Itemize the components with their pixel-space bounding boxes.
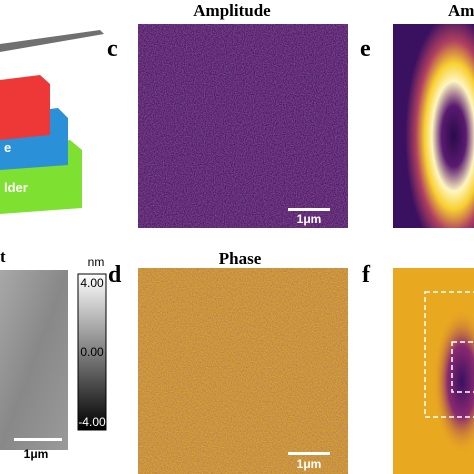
- amplitude-texture: [138, 24, 348, 228]
- scale-bar: [288, 208, 330, 211]
- schematic-label: e: [4, 140, 11, 155]
- cantilever: [0, 30, 104, 52]
- dashed-box: [424, 291, 474, 418]
- schematic: e lder: [0, 30, 104, 214]
- colorbar-unit: nm: [88, 255, 105, 269]
- phase-texture: [138, 268, 348, 474]
- panel-title: Am: [448, 1, 474, 20]
- scale-bar: [288, 452, 330, 455]
- colorbar-tick: 4.00: [80, 276, 104, 290]
- topography-image: [0, 270, 68, 450]
- top-block: [0, 75, 50, 140]
- panel-label: f: [362, 262, 371, 288]
- dashed-box: [451, 341, 474, 393]
- panel-title: t: [0, 247, 6, 266]
- phase-center: [393, 268, 474, 474]
- scale-bar: [14, 438, 62, 441]
- amplitude-image: [393, 24, 474, 228]
- panel-label: e: [360, 36, 371, 62]
- panel-title: Phase: [219, 249, 262, 268]
- panel-label: c: [107, 36, 118, 62]
- scale-bar-label: 1μm: [297, 457, 322, 471]
- schematic-label: lder: [4, 180, 28, 195]
- colorbar-tick: -4.00: [78, 415, 106, 429]
- scale-bar-label: 1μm: [297, 212, 322, 226]
- panel-label: d: [108, 262, 122, 288]
- colorbar-tick: 0.00: [80, 345, 104, 359]
- scale-bar-label: 1μm: [24, 447, 49, 461]
- panel-title: Amplitude: [193, 1, 271, 20]
- colorbar: [77, 273, 107, 431]
